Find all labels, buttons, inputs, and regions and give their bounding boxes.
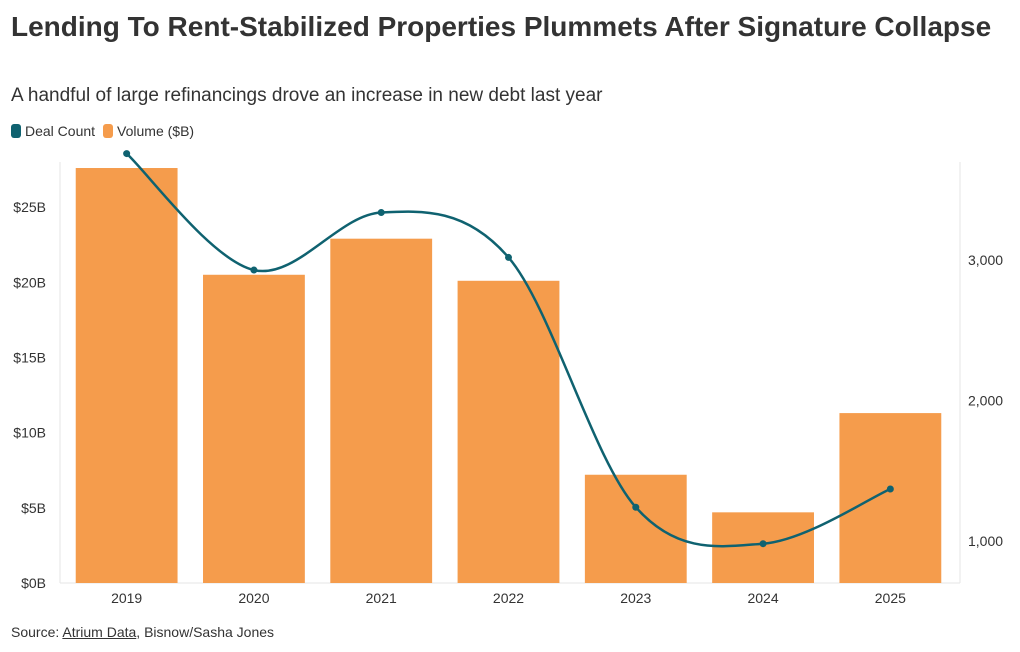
x-tick-label: 2019	[111, 590, 142, 606]
deal-count-point-2020	[250, 266, 258, 274]
x-tick-label: 2021	[366, 590, 397, 606]
deal-count-point-2024	[759, 540, 767, 548]
legend: Deal Count Volume ($B)	[11, 123, 202, 139]
bar-volume-2025	[839, 413, 942, 583]
x-tick-label: 2024	[747, 590, 778, 606]
x-tick-label: 2020	[238, 590, 269, 606]
source-prefix: Source:	[11, 624, 63, 640]
source-link[interactable]: Atrium Data	[62, 624, 137, 640]
bar-volume-2020	[203, 274, 305, 583]
deal-count-point-2019	[123, 150, 131, 158]
chart-subtitle: A handful of large refinancings drove an…	[11, 85, 603, 106]
chart-title: Lending To Rent-Stabilized Properties Pl…	[11, 11, 992, 42]
left-tick-label: $15B	[13, 349, 46, 365]
left-tick-label: $10B	[13, 425, 46, 441]
source-note: Source: Atrium Data, Bisnow/Sasha Jones	[11, 624, 274, 640]
bar-volume-2021	[330, 238, 433, 584]
bar-volume-2023	[584, 474, 687, 583]
deal-count-point-2023	[632, 503, 640, 511]
legend-item-volume[interactable]: Volume ($B)	[103, 123, 194, 139]
left-tick-label: $20B	[13, 274, 46, 290]
x-tick-label: 2025	[875, 590, 906, 606]
legend-label-volume: Volume ($B)	[117, 123, 195, 139]
deal-count-point-2025	[886, 485, 894, 493]
legend-swatch-deal-count	[11, 124, 21, 138]
right-tick-label: 2,000	[968, 393, 1003, 409]
source-suffix: , Bisnow/Sasha Jones	[136, 624, 275, 640]
left-tick-label: $0B	[21, 575, 46, 591]
left-tick-label: $5B	[21, 500, 46, 516]
x-tick-label: 2022	[493, 590, 524, 606]
bar-volume-2024	[712, 512, 814, 583]
legend-label-deal-count: Deal Count	[25, 123, 96, 139]
legend-swatch-volume	[103, 124, 114, 138]
left-tick-label: $25B	[13, 199, 46, 215]
x-tick-label: 2023	[620, 590, 651, 606]
deal-count-point-2021	[377, 209, 385, 217]
bar-volume-2022	[457, 280, 560, 583]
bar-volume-2019	[75, 168, 178, 583]
right-tick-label: 3,000	[968, 252, 1003, 268]
legend-item-deal-count[interactable]: Deal Count	[11, 123, 95, 139]
right-tick-label: 1,000	[968, 533, 1003, 549]
deal-count-point-2022	[505, 253, 512, 261]
